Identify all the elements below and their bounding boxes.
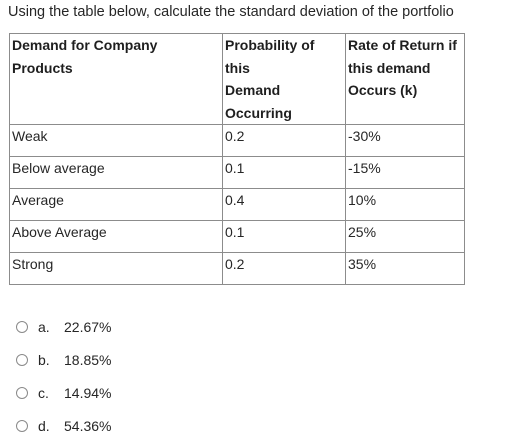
table-row: Average 0.4 10% [9, 188, 465, 221]
option-text: 54.36% [64, 417, 112, 434]
cell-return: 35% [345, 252, 465, 285]
option-b[interactable]: b. 18.85% [16, 343, 111, 376]
cell-probability: 0.1 [222, 220, 346, 253]
header-line: Demand [225, 82, 281, 98]
radio-button[interactable] [16, 419, 28, 432]
table-header-row: Demand for Company Products Probability … [9, 33, 465, 125]
cell-demand: Weak [9, 124, 223, 157]
radio-button[interactable] [16, 320, 28, 333]
option-letter: d. [38, 417, 50, 434]
table-row: Above Average 0.1 25% [9, 220, 465, 253]
option-text: 14.94% [64, 384, 112, 401]
option-c[interactable]: c. 14.94% [16, 376, 111, 409]
header-line: Demand for Company Products [12, 37, 158, 76]
header-line: this demand [348, 59, 431, 76]
table-row: Below average 0.1 -15% [9, 156, 465, 189]
cell-return: 10% [345, 188, 465, 221]
answer-options: a. 22.67% b. 18.85% c. 14.94% d. 54.36% [16, 310, 111, 442]
header-line: Occurs (k) [348, 82, 418, 98]
header-probability: Probability of this Demand Occurring [222, 33, 346, 125]
cell-return: 25% [345, 220, 465, 253]
header-line: Rate of Return if [348, 37, 457, 53]
demand-table: Demand for Company Products Probability … [9, 33, 465, 285]
cell-return: -15% [345, 156, 465, 189]
header-rate-of-return: Rate of Return if this demand Occurs (k) [345, 33, 465, 125]
table-row: Weak 0.2 -30% [9, 124, 465, 157]
option-d[interactable]: d. 54.36% [16, 409, 111, 442]
question-text: Using the table below, calculate the sta… [8, 4, 454, 20]
cell-demand: Above Average [9, 220, 223, 253]
radio-button[interactable] [16, 386, 28, 399]
header-line: Occurring [225, 104, 292, 121]
option-a[interactable]: a. 22.67% [16, 310, 111, 343]
option-text: 22.67% [64, 318, 112, 335]
cell-demand: Average [9, 188, 223, 221]
header-line: Probability of this [225, 37, 315, 76]
option-letter: b. [38, 351, 50, 368]
cell-probability: 0.4 [222, 188, 346, 221]
cell-demand: Strong [9, 252, 223, 285]
option-text: 18.85% [64, 351, 112, 368]
cell-probability: 0.2 [222, 124, 346, 157]
option-letter: a. [38, 318, 50, 335]
cell-return: -30% [345, 124, 465, 157]
option-letter: c. [38, 384, 49, 401]
cell-demand: Below average [9, 156, 223, 189]
cell-probability: 0.1 [222, 156, 346, 189]
cell-probability: 0.2 [222, 252, 346, 285]
header-demand: Demand for Company Products [9, 33, 223, 125]
radio-button[interactable] [16, 353, 28, 366]
table-row: Strong 0.2 35% [9, 252, 465, 285]
